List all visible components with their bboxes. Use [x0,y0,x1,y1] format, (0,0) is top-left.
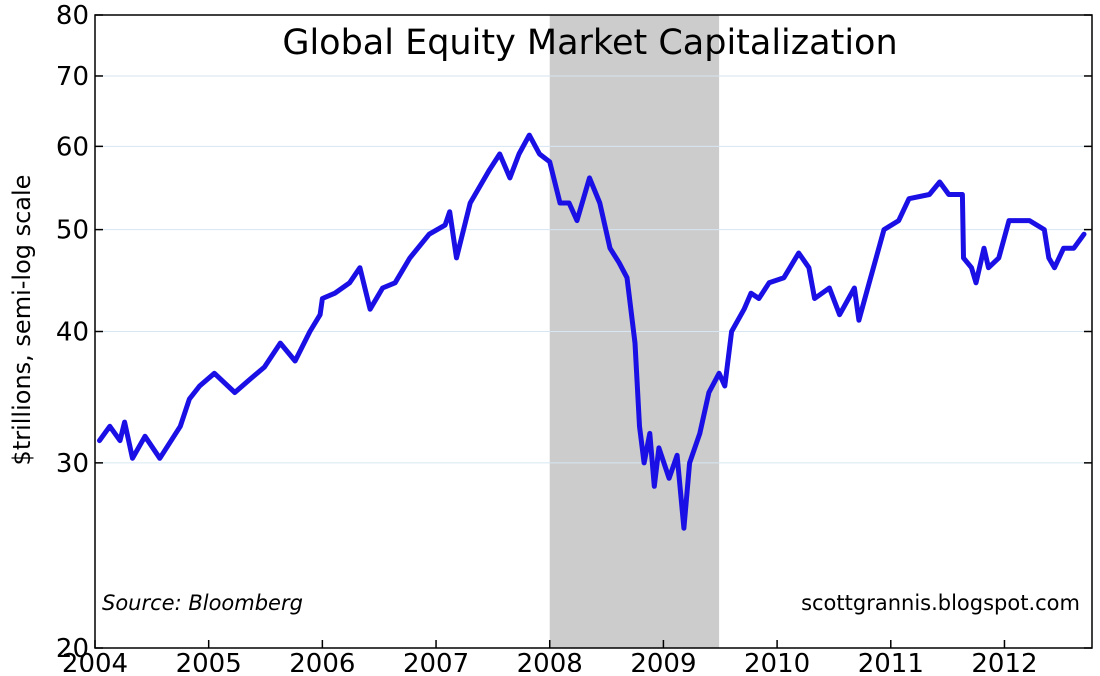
source-note: Source: Bloomberg [102,591,303,615]
y-axis-label: $trillions, semi-log scale [8,175,36,466]
chart-title: Global Equity Market Capitalization [282,23,897,63]
y-tick-label: 50 [56,216,89,246]
frame-layer [94,14,1093,649]
data-line [97,132,1087,531]
y-tick-label: 30 [56,449,89,479]
x-tick-label: 2008 [517,649,583,672]
y-tick-label: 40 [56,318,89,348]
site-note: scottgrannis.blogspot.com [801,591,1080,615]
plot-frame [94,14,1093,649]
x-tick-label: 2009 [630,649,696,672]
x-tick-label: 2010 [744,649,810,672]
line-layer [97,132,1087,531]
y-tick-label: 70 [56,62,89,92]
x-tick-label: 2007 [403,649,469,672]
y-tick-label: 20 [56,634,89,664]
x-tick-label: 2012 [971,649,1037,672]
x-tick-label: 2006 [289,649,355,672]
x-tick-label: 2005 [176,649,242,672]
y-tick-label: 60 [56,132,89,162]
y-tick-label: 80 [56,1,89,31]
x-tick-label: 2004 [62,649,128,672]
x-tick-label: 2011 [858,649,924,672]
